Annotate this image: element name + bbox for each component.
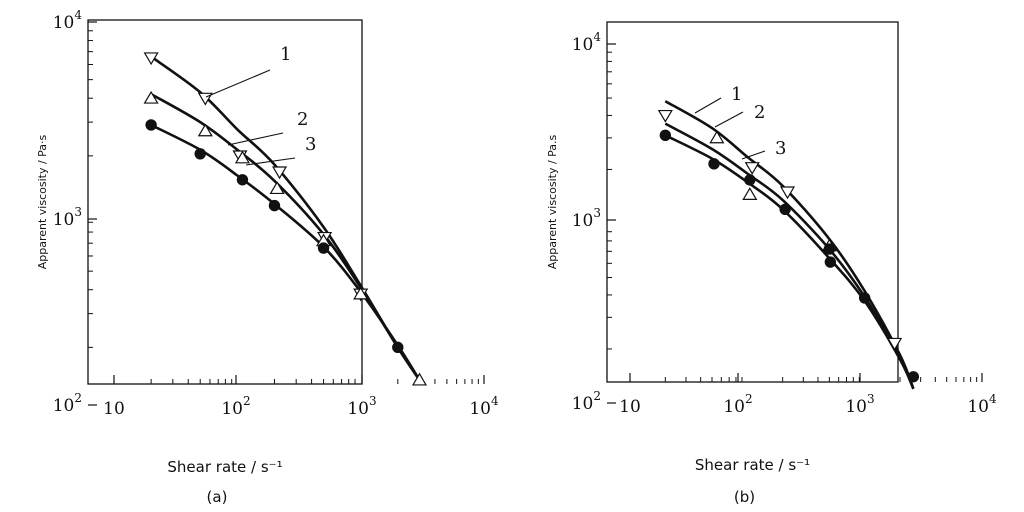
series-3-point [268,199,281,212]
series-1-label: 1 [731,84,742,105]
y-tick-label: 103 [53,205,82,230]
series-2-leader [714,111,744,128]
series-3-point [779,203,791,215]
series-2-label: 2 [754,102,765,123]
series-1-point [887,337,903,351]
series-1-label: 1 [280,44,291,65]
series-3-curve [150,123,421,381]
series-2-point [269,181,285,195]
series-3-point [392,341,404,354]
plot-frame [606,21,899,383]
series-1-leader [694,97,722,114]
x-tick-label: 102 [221,394,250,419]
y-tick-label: 104 [53,8,83,33]
y-tick-label: 104 [572,30,602,55]
series-3-label: 3 [775,138,786,159]
y-tick-label: 102 [572,389,601,414]
series-2-point [411,372,428,386]
series-3-point [858,292,871,304]
chart-panel-b: 10 102 103 104 102 103 104 Shear rate / s⁻¹ Appa… [512,0,1024,512]
series-1-point [272,166,288,180]
x-tick-label: 10 [619,397,641,417]
x-tick-label: 104 [469,394,499,419]
series-3-point [194,148,206,160]
series-3-leader [741,150,766,160]
y-axis-label: Apparent viscosity / Pa.s [546,134,559,269]
series-2-point [143,90,159,104]
series-3-point [236,174,249,186]
series-2-point [353,286,369,300]
series-2-point [709,130,725,144]
x-tick-label: 104 [967,392,997,417]
series-3-curve [664,134,915,390]
chart-a-svg: 10 102 103 104 102 103 104 Shear rate / s⁻¹ Appa… [36,8,499,506]
series-3-point [824,256,837,268]
series-1-point [657,109,673,123]
series-1-point [744,162,760,175]
series-2-point [197,123,213,137]
y-tick-label: 103 [572,206,601,231]
series-1-leader [205,69,271,98]
series-2-point [742,187,758,201]
x-tick-label: 103 [347,394,376,419]
series-3-point [823,243,836,255]
series-2-leader [227,132,284,146]
series-3-point [659,129,672,142]
series-3-point [708,158,720,170]
series-1-point [779,186,796,200]
plot-frame [87,19,363,385]
x-axis-label: Shear rate / s⁻¹ [695,456,810,474]
x-tick-label: 102 [723,392,752,417]
series-3-point [317,242,330,254]
panel-caption: (a) [207,488,228,506]
chart-panel-a: 10 102 103 104 102 103 104 Shear rate / s⁻¹ Appa… [36,8,499,506]
series-2-curve [150,92,421,381]
series-3-label: 3 [305,134,316,155]
y-tick-label: 102 [53,391,82,416]
y-axis-label: Apparent viscosity / Pa·s [36,134,49,269]
series-2-curve [664,122,915,390]
series-3-point [907,371,920,383]
series-2-label: 2 [297,109,308,130]
series-3-point [145,119,157,131]
chart-b-svg: 10 102 103 104 102 103 104 Shear rate / s⁻¹ Appa… [546,21,997,506]
series-1-curve [150,55,421,381]
panel-caption: (b) [734,488,755,506]
x-axis-label: Shear rate / s⁻¹ [167,458,282,476]
series-1-point [143,52,159,66]
series-3-point [744,174,756,186]
series-3-leader [245,157,296,166]
series-2-point [234,150,250,164]
x-tick-label: 10 [103,399,125,419]
x-tick-label: 103 [845,392,874,417]
